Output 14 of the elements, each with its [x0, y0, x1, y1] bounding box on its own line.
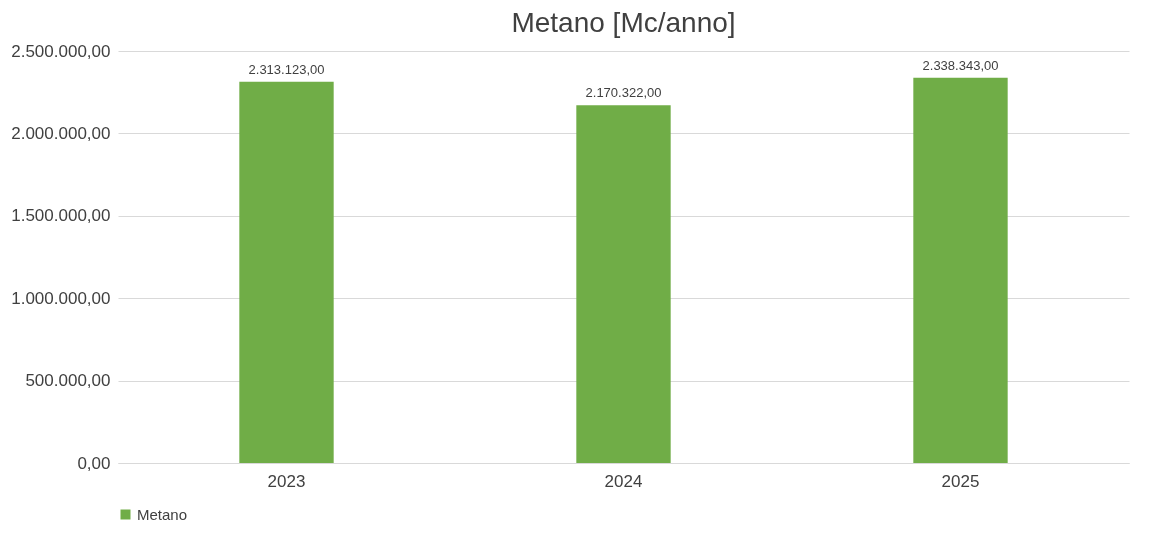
- x-tick-label: 2023: [267, 471, 306, 491]
- x-tick-label: 2024: [604, 471, 643, 491]
- y-tick-label: 1.500.000,00: [11, 206, 111, 226]
- text: 2.338.343,00: [922, 57, 999, 73]
- y-tick-label: 1.000.000,00: [11, 288, 111, 308]
- x-tick-label: 2025: [941, 471, 980, 491]
- y-tick-label: 2.500.000,00: [11, 41, 111, 61]
- text: 2.170.322,00: [585, 85, 662, 101]
- text: 2.313.123,00: [248, 61, 325, 77]
- legend-label: Metano: [137, 505, 188, 523]
- y-tick-label: 0,00: [77, 453, 111, 473]
- y-tick-label: 500.000,00: [25, 371, 111, 391]
- y-tick-label: 2.000.000,00: [11, 123, 111, 143]
- chart-title: Metano [Mc/anno]: [511, 7, 736, 38]
